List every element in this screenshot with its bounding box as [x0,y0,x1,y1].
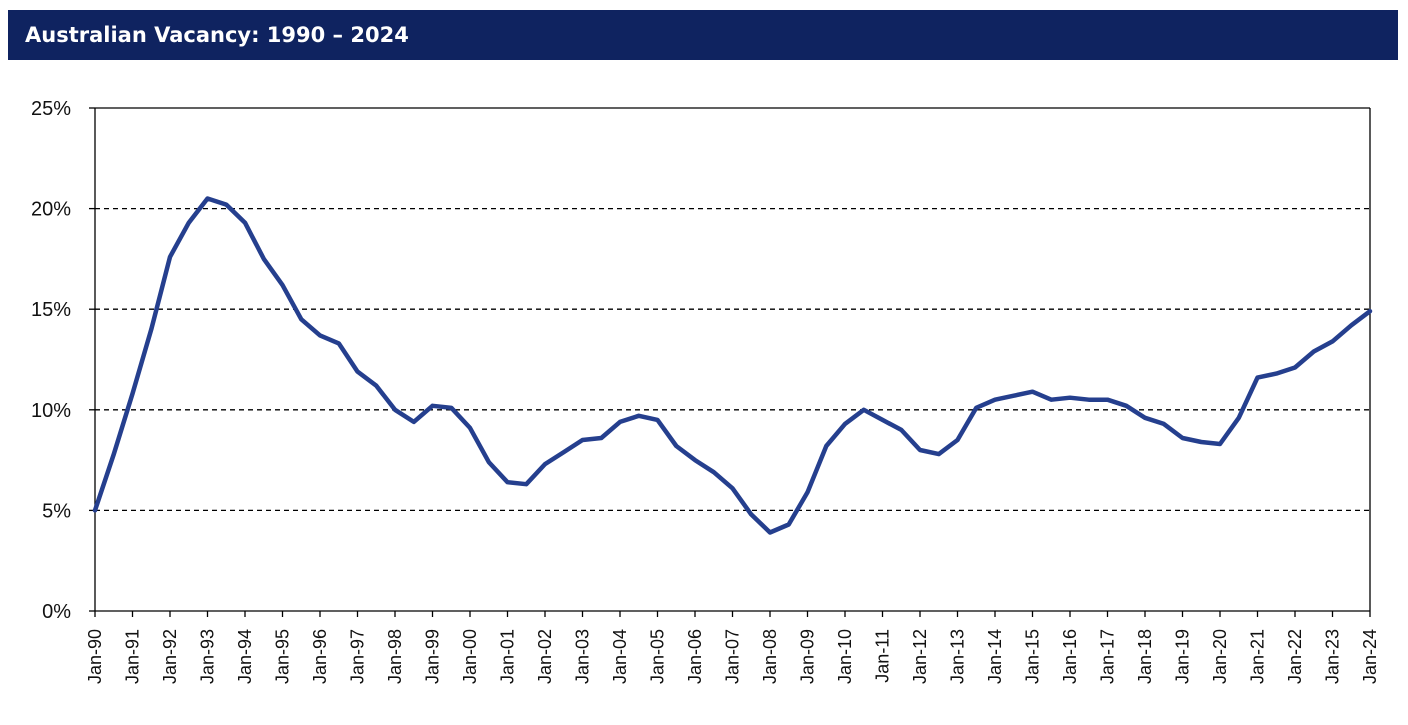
vacancy-series-line [92,196,1373,535]
x-tick-label: Jan-23 [1323,629,1343,684]
x-tick-label: Jan-18 [1135,629,1155,684]
x-tick-label: Jan-06 [685,629,705,684]
x-tick-label: Jan-08 [760,629,780,684]
y-tick-label: 5% [42,500,71,522]
x-tick-label: Jan-97 [348,629,368,684]
x-tick-label: Jan-02 [535,629,555,684]
y-tick-label: 25% [31,98,71,120]
x-tick-label: Jan-19 [1173,629,1193,684]
x-tick-label: Jan-04 [610,629,630,684]
x-tick-label: Jan-05 [648,629,668,684]
x-tick-label: Jan-91 [123,629,143,684]
x-tick-label: Jan-21 [1248,629,1268,684]
x-tick-label: Jan-93 [198,629,218,684]
x-tick-label: Jan-12 [910,629,930,684]
x-tick-label: Jan-99 [423,629,443,684]
x-tick-label: Jan-01 [498,629,518,684]
x-tick-label: Jan-16 [1060,629,1080,684]
y-tick-label: 15% [31,299,71,321]
x-tick-label: Jan-20 [1210,629,1230,684]
x-tick-label: Jan-03 [573,629,593,684]
chart-title: Australian Vacancy: 1990 – 2024 [25,23,409,47]
chart-title-banner: Australian Vacancy: 1990 – 2024 [8,10,1398,60]
y-tick-label: 0% [42,601,71,623]
x-tick-label: Jan-92 [160,629,180,684]
x-tick-label: Jan-09 [798,629,818,684]
x-tick-label: Jan-17 [1098,629,1118,684]
x-tick-label: Jan-94 [235,629,255,684]
x-tick-label: Jan-15 [1023,629,1043,684]
x-tick-label: Jan-96 [310,629,330,684]
x-tick-label: Jan-07 [723,629,743,684]
x-tick-label: Jan-13 [948,629,968,684]
x-tick-label: Jan-14 [985,629,1005,684]
y-tick-label: 20% [31,199,71,221]
x-tick-label: Jan-98 [385,629,405,684]
x-tick-label: Jan-00 [460,629,480,684]
x-tick-label: Jan-95 [273,629,293,684]
x-tick-label: Jan-90 [85,629,105,684]
x-tick-label: Jan-11 [873,629,893,683]
x-tick-label: Jan-10 [835,629,855,684]
y-tick-label: 10% [31,400,71,422]
x-tick-label: Jan-24 [1360,629,1380,684]
x-tick-label: Jan-22 [1285,629,1305,684]
